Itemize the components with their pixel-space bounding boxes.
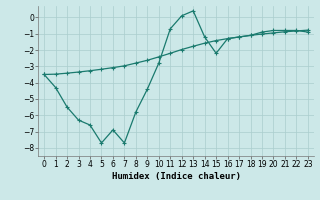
X-axis label: Humidex (Indice chaleur): Humidex (Indice chaleur) (111, 172, 241, 181)
